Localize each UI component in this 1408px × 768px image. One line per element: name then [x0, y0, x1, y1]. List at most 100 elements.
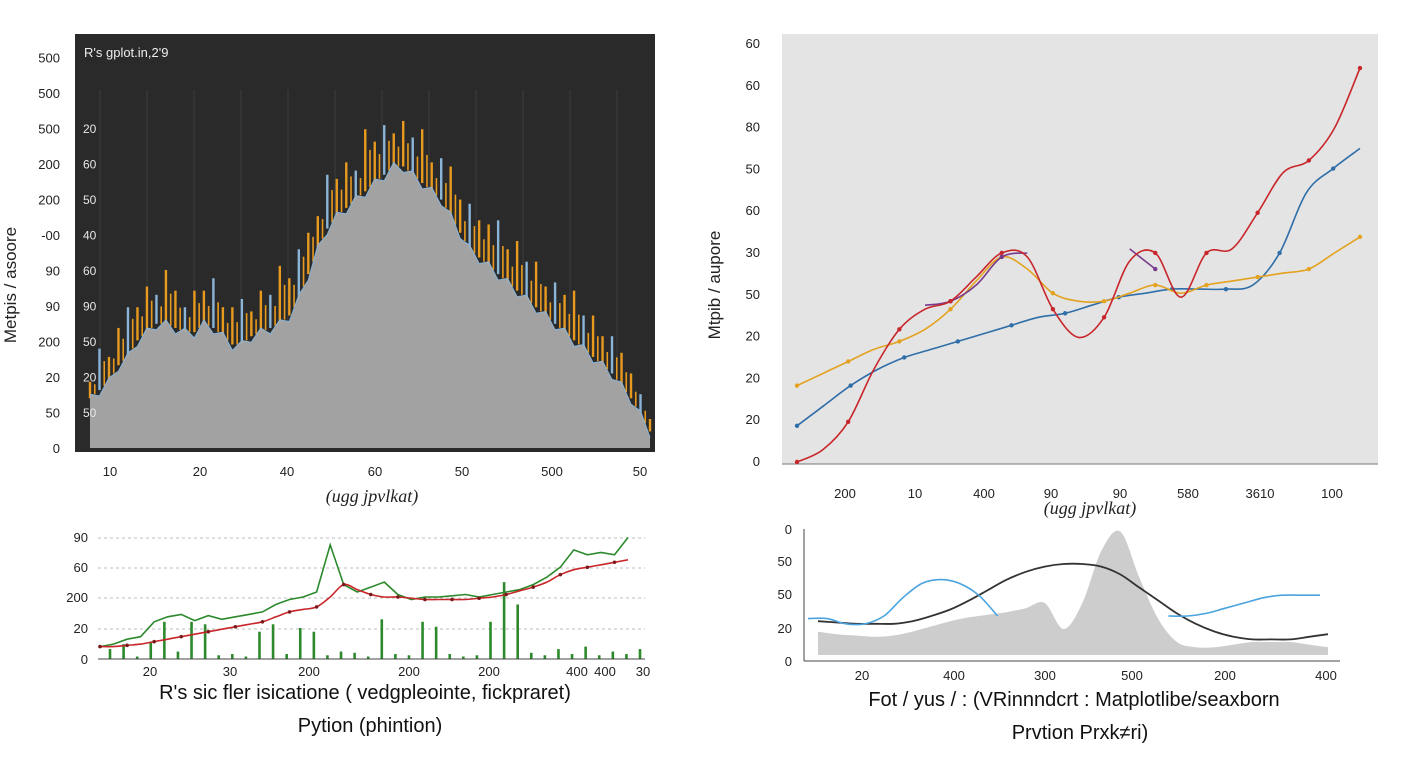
line-point-orange [1153, 282, 1158, 288]
timeseries-bar [529, 652, 533, 659]
kde-dark-curve [817, 562, 1329, 641]
histogram-x-tick: 60 [368, 464, 382, 479]
kde-x-tick: 400 [943, 668, 965, 683]
histogram-area [90, 162, 650, 448]
line-series-group [794, 65, 1363, 465]
timeseries-marker [314, 605, 319, 609]
timeseries-bar [394, 654, 397, 659]
line-point-red [897, 327, 902, 332]
line-point-red [1255, 210, 1260, 215]
line-x-tick: 100 [1321, 486, 1343, 501]
line-point-blue [794, 423, 800, 429]
line-x-axis: 200 10 400 90 90 580 3610 100 [834, 486, 1343, 501]
timeseries-bar [462, 656, 465, 659]
line-point-orange [948, 307, 953, 312]
line-point-red [845, 419, 851, 424]
timeseries-marker [368, 592, 373, 597]
line-point-blue [902, 355, 907, 360]
timeseries-marker [450, 597, 454, 602]
histogram-outer-y-tick: 500 [38, 122, 60, 137]
line-point-red [948, 299, 953, 304]
line-point-purple [999, 254, 1004, 260]
line-point-orange [1101, 299, 1107, 304]
line-point-blue [1223, 286, 1229, 292]
histogram-outer-y-axis: 0 50 20 200 90 90 -00 200 200 500 500 500 [38, 51, 60, 457]
timeseries-bar [380, 619, 384, 659]
line-point-orange [794, 383, 800, 388]
timeseries-subcaption: Pytion (phintion) [298, 715, 443, 737]
timeseries-marker [585, 565, 590, 570]
histogram-x-tick: 40 [280, 464, 294, 479]
histogram-outer-y-tick: 200 [38, 157, 60, 172]
line-point-blue [1330, 166, 1336, 171]
timeseries-marker [423, 597, 427, 602]
timeseries-bar [108, 649, 112, 659]
line-y-tick: 20 [746, 329, 760, 344]
line-point-blue [955, 339, 961, 344]
line-point-red [1153, 250, 1158, 256]
histogram-inner-y-tick: 50 [83, 193, 97, 207]
timeseries-y-tick: 200 [66, 590, 88, 605]
line-point-blue [1277, 250, 1282, 256]
histogram-x-label: (ugg jpvlkat) [326, 486, 418, 507]
line-point-blue [1009, 323, 1014, 328]
line-x-tick: 580 [1177, 486, 1199, 501]
line-y-tick: 20 [746, 370, 760, 385]
kde-gray-area [818, 530, 1328, 655]
histogram-outer-y-tick: 0 [53, 441, 60, 456]
kde-y-tick: 50 [778, 554, 792, 569]
timeseries-chart: 0 20 200 60 90 20 30 200 200 200 400 400 30 R's sic… [66, 530, 650, 737]
line-x-tick: 90 [1113, 486, 1127, 501]
histogram-inner-y-tick: 40 [83, 229, 97, 243]
timeseries-marker [341, 582, 346, 587]
timeseries-marker [233, 624, 238, 629]
timeseries-bar [489, 621, 492, 659]
timeseries-bar [203, 624, 207, 659]
timeseries-bar [570, 654, 574, 659]
timeseries-marker [152, 639, 156, 644]
timeseries-bar [339, 651, 343, 659]
histogram-outer-y-tick: 200 [38, 193, 60, 208]
timeseries-bar [407, 655, 411, 659]
kde-x-tick: 500 [1121, 668, 1143, 683]
histogram-inner-y-tick: 20 [83, 122, 97, 136]
line-x-tick: 90 [1044, 486, 1058, 501]
line-y-tick: 50 [746, 287, 760, 302]
kde-caption: Fot / yus / : (VRinnndcrt : Matplotlibe/… [868, 689, 1279, 711]
line-x-tick: 400 [973, 486, 995, 501]
histogram-outer-y-tick: 500 [38, 86, 60, 101]
histogram-inner-y-tick: 50 [83, 335, 97, 349]
histogram-x-tick: 50 [633, 464, 647, 479]
timeseries-marker [531, 585, 536, 589]
kde-y-tick: 0 [785, 522, 792, 537]
timeseries-x-axis: 20 30 200 200 200 400 400 30 [143, 664, 650, 679]
line-plot-bg [782, 34, 1378, 464]
timeseries-bar [122, 644, 125, 659]
kde-y-tick: 20 [778, 621, 792, 636]
line-y-tick: 80 [746, 120, 760, 135]
histogram-chart: R's gplot.in,2'9 0 50 20 200 90 90 -00 200 200 50… [1, 34, 655, 507]
kde-x-tick: 300 [1034, 668, 1056, 683]
line-point-red [794, 459, 800, 465]
timeseries-bar [231, 654, 234, 659]
histogram-inner-y-tick: 20 [83, 371, 97, 385]
kde-subcaption: Prvtion Prxk≠ri) [1012, 722, 1149, 744]
timeseries-bar [298, 628, 302, 659]
histogram-inner-y-tick: 90 [83, 300, 97, 314]
histogram-x-tick: 500 [541, 464, 563, 479]
line-chart: 0 20 20 20 50 30 60 50 80 60 60 200 10 400 90 90 580 361… [705, 34, 1378, 519]
line-y-tick: 30 [746, 245, 760, 260]
timeseries-x-tick: 200 [398, 664, 420, 679]
timeseries-bar [353, 652, 356, 659]
line-point-red [1101, 315, 1107, 320]
timeseries-y-tick: 60 [74, 560, 88, 575]
timeseries-marker [260, 620, 265, 624]
timeseries-panel: 0 20 200 60 90 20 30 200 200 200 400 400 30 R's sic… [0, 525, 680, 768]
histogram-outer-y-tick: 90 [46, 264, 60, 279]
timeseries-bar [366, 656, 370, 659]
line-point-red [1306, 158, 1312, 163]
kde-x-axis: 20 400 300 500 200 400 [855, 668, 1337, 683]
kde-y-axis: 0 20 50 50 0 [778, 522, 792, 669]
timeseries-marker [396, 595, 400, 599]
kde-x-tick: 200 [1214, 668, 1236, 683]
